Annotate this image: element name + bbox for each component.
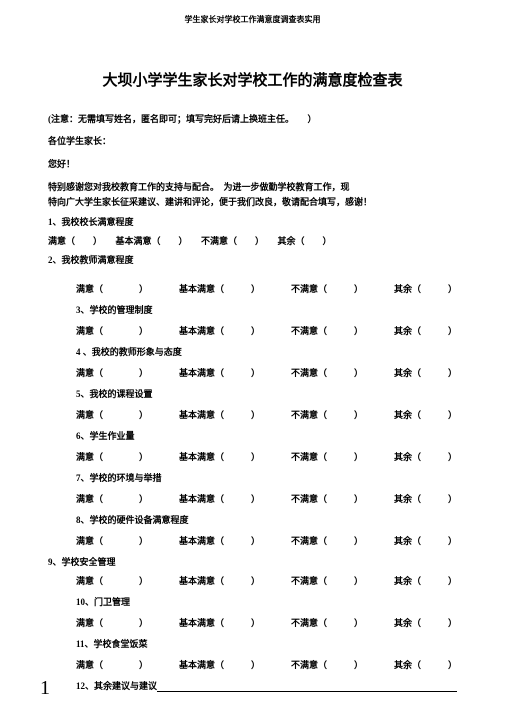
opt-unsatisfied: 不满意（ ） — [291, 282, 363, 295]
question-8-options: 满意（ ） 基本满意（ ） 不满意（ ） 其余（ ） — [76, 534, 457, 547]
question-4-heading: 4 、我校的教师形象与态度 — [76, 345, 457, 358]
question-7-options: 满意（ ） 基本满意（ ） 不满意（ ） 其余（ ） — [76, 492, 457, 505]
question-9-heading: 9、学校安全管理 — [48, 555, 457, 568]
suggestion-line — [157, 682, 457, 692]
question-1-heading: 1、我校校长满意程度 — [48, 215, 457, 228]
question-5-heading: 5、我校的课程设置 — [76, 387, 457, 400]
question-3-heading: 3、学校的管理制度 — [76, 303, 457, 316]
question-1-options: 满意（ ） 基本满意（ ） 不满意（ ） 其余（ ） — [48, 234, 457, 247]
question-6-options: 满意（ ） 基本满意（ ） 不满意（ ） 其余（ ） — [76, 450, 457, 463]
question-12-heading: 12、其余建议与建议 — [76, 679, 457, 692]
question-7-heading: 7、学校的环境与举措 — [76, 471, 457, 484]
main-title: 大坝小学学生家长对学校工作的满意度检查表 — [48, 69, 457, 90]
question-8-heading: 8、学校的硬件设备满意程度 — [76, 513, 457, 526]
question-9-options: 满意（ ） 基本满意（ ） 不满意（ ） 其余（ ） — [76, 574, 457, 587]
question-11-options: 满意（ ） 基本满意（ ） 不满意（ ） 其余（ ） — [76, 658, 457, 671]
page-number: 1 — [40, 677, 50, 700]
opt-satisfied: 满意（ ） — [76, 282, 148, 295]
question-6-heading: 6、学生作业量 — [76, 429, 457, 442]
question-10-options: 满意（ ） 基本满意（ ） 不满意（ ） 其余（ ） — [76, 616, 457, 629]
question-10-heading: 10、门卫管理 — [76, 595, 457, 608]
note-text: (注意：无需填写姓名，匿名即可；填写完好后请上换班主任。 ） — [48, 112, 457, 125]
document-header: 学生家长对学校工作满意度调查表实用 — [48, 14, 457, 25]
question-11-heading: 11、学校食堂饭菜 — [76, 637, 457, 650]
question-2-heading: 2、我校教师满意程度 — [48, 253, 457, 266]
opt-basic: 基本满意（ ） — [179, 282, 260, 295]
question-5-options: 满意（ ） 基本满意（ ） 不满意（ ） 其余（ ） — [76, 408, 457, 421]
opt-other: 其余（ ） — [394, 282, 457, 295]
thanks-line-1: 特别感谢您对我校教育工作的支持与配合。 为进一步做勤学校教育工作，现 — [48, 180, 457, 194]
question-3-options: 满意（ ） 基本满意（ ） 不满意（ ） 其余（ ） — [76, 324, 457, 337]
question-4-options: 满意（ ） 基本满意（ ） 不满意（ ） 其余（ ） — [76, 366, 457, 379]
greeting-line-1: 各位学生家长： — [48, 135, 457, 148]
question-2-options: 满意（ ） 基本满意（ ） 不满意（ ） 其余（ ） — [76, 282, 457, 295]
greeting-line-2: 您好！ — [48, 158, 457, 171]
thanks-line-2: 特向广大学生家长征采建议、建讲和评论，便于我们改良，敬请配合填写，感谢！ — [48, 195, 457, 209]
